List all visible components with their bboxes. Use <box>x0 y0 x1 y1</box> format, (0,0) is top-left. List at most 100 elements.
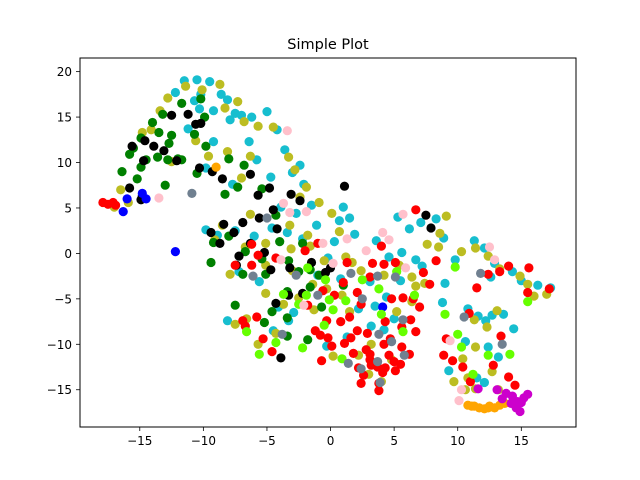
scatter-point-green <box>206 257 216 268</box>
scatter-point-red <box>495 267 505 277</box>
scatter-point-red <box>252 312 262 322</box>
scatter-point-green <box>259 317 269 328</box>
scatter-point-red <box>253 250 263 260</box>
scatter-point-black <box>276 353 286 363</box>
scatter-point-lime <box>456 342 467 352</box>
scatter-point-cyan <box>533 280 543 290</box>
scatter-point-black <box>183 109 193 119</box>
scatter-point-blue <box>378 302 388 312</box>
scatter-point-olive <box>327 208 337 218</box>
y-tick-label: 10 <box>57 156 72 170</box>
scatter-point-cyan <box>183 124 193 134</box>
scatter-point-gray <box>459 312 469 322</box>
scatter-point-red <box>397 342 407 352</box>
scatter-point-olive <box>301 182 311 192</box>
scatter-point-black <box>271 298 281 308</box>
scatter-point-cyan <box>312 220 322 230</box>
scatter-point-cyan <box>450 255 460 265</box>
scatter-point-cyan <box>329 237 339 247</box>
scatter-point-green <box>167 130 177 140</box>
scatter-point-black <box>229 227 239 238</box>
scatter-point-red <box>345 312 355 322</box>
scatter-point-cyan <box>366 321 376 331</box>
scatter-point-cyan <box>509 324 519 334</box>
scatter-point-lime <box>341 296 351 306</box>
scatter-point-olive <box>492 306 502 316</box>
scatter-point-red <box>346 333 356 343</box>
scatter-point-red <box>342 257 352 268</box>
scatter-point-black <box>286 189 296 199</box>
scatter-point-pink <box>154 193 164 203</box>
scatter-point-pink <box>299 300 309 310</box>
scatter-point-red <box>376 241 386 251</box>
scatter-point-red <box>544 284 554 294</box>
scatter-point-olive <box>422 239 432 249</box>
scatter-point-green <box>267 307 277 317</box>
y-tick-label: 15 <box>57 111 72 125</box>
scatter-point-olive <box>482 322 492 332</box>
scatter-point-green <box>158 109 168 119</box>
scatter-point-lime <box>324 295 334 305</box>
scatter-point-black <box>139 156 149 166</box>
scatter-point-olive <box>469 315 479 325</box>
scatter-point-orange <box>211 162 221 172</box>
scatter-point-pink <box>282 126 292 136</box>
scatter-point-lime <box>450 262 460 272</box>
scatter-point-gray <box>398 315 408 325</box>
scatter-point-red <box>496 331 506 341</box>
scatter-point-green <box>224 154 234 164</box>
plot-frame <box>79 57 577 428</box>
y-tick-label: −5 <box>54 292 72 306</box>
scatter-point-black <box>426 223 436 233</box>
scatter-point-pink <box>301 207 311 217</box>
scatter-point-red <box>458 362 468 372</box>
scatter-point-red <box>384 350 394 360</box>
scatter-point-magenta <box>473 384 483 394</box>
scatter-point-gray <box>374 329 384 339</box>
scatter-point-red <box>411 205 421 215</box>
scatter-point-black <box>140 136 150 146</box>
scatter-point-lime <box>468 369 478 379</box>
scatter-point-gray <box>373 357 383 367</box>
scatter-point-red <box>389 357 399 367</box>
scatter-point-green <box>147 117 158 128</box>
scatter-point-red <box>390 257 400 268</box>
scatter-point-red <box>315 330 325 340</box>
scatter-point-red <box>398 293 408 303</box>
scatter-point-red <box>379 339 389 349</box>
scatter-point-lime <box>319 320 329 330</box>
scatter-point-red <box>258 334 268 344</box>
scatter-point-lime <box>271 337 281 348</box>
scatter-point-magenta <box>506 398 516 408</box>
scatter-point-red <box>406 315 416 325</box>
scatter-point-red <box>367 258 378 268</box>
x-tick-label: 10 <box>450 434 465 448</box>
scatter-point-pink <box>361 246 371 256</box>
scatter-point-pink <box>318 238 328 248</box>
scatter-point-black <box>196 118 206 128</box>
scatter-point-black <box>125 183 135 193</box>
scatter-point-red <box>380 317 390 327</box>
scatter-point-olive <box>261 288 271 298</box>
scatter-point-gray <box>387 337 397 347</box>
scatter-point-red <box>425 279 435 289</box>
scatter-point-gray <box>346 268 356 278</box>
scatter-point-black <box>253 190 263 200</box>
scatter-point-olive <box>441 211 451 221</box>
scatter-point-olive <box>392 307 402 317</box>
scatter-point-olive <box>285 220 295 230</box>
scatter-point-olive <box>303 230 313 240</box>
scatter-point-black <box>215 238 225 248</box>
scatter-point-black <box>254 213 264 223</box>
scatter-point-green <box>177 98 187 108</box>
scatter-point-olive <box>407 272 417 282</box>
scatter-point-gray <box>476 268 486 278</box>
scatter-point-green <box>230 300 240 310</box>
y-tick-label: 0 <box>64 247 72 261</box>
scatter-point-green <box>303 335 313 345</box>
scatter-point-pink <box>278 198 289 208</box>
scatter-point-olive <box>253 121 263 131</box>
scatter-point-cyan <box>469 236 479 246</box>
x-tick-label: 0 <box>327 434 335 448</box>
scatter-point-gray <box>497 339 507 349</box>
